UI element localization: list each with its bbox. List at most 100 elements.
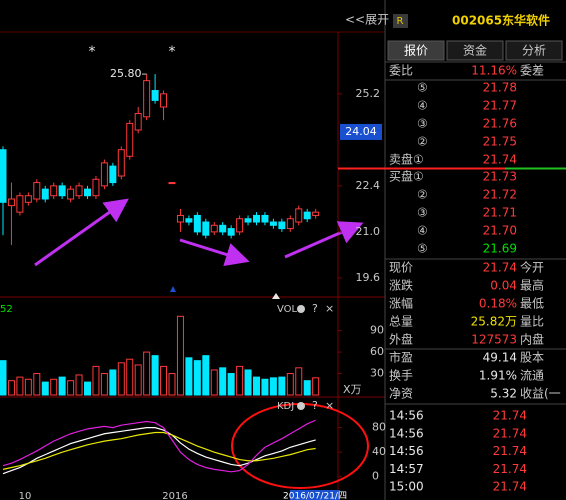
volume-bar (0, 360, 7, 396)
volume-bar (16, 376, 24, 396)
row-label: 净资 (389, 387, 413, 401)
tab-bg[interactable] (446, 40, 504, 61)
volume-bar (151, 355, 159, 396)
volume-bar (202, 355, 210, 396)
row-value: 127573 (471, 333, 517, 347)
volume-bar (67, 380, 75, 396)
row-value: 5.32 (490, 387, 517, 401)
tool-icon[interactable]: ? (312, 399, 318, 412)
candle-body (210, 224, 218, 233)
kdj-line (2, 427, 316, 475)
candle-body (7, 198, 15, 207)
volume-bar (253, 376, 260, 396)
tab-bg[interactable] (387, 40, 445, 61)
row-value: 11.16% (471, 64, 517, 78)
trade-price: 21.74 (493, 462, 527, 476)
arrow (34, 198, 129, 267)
badge-bg (393, 14, 408, 28)
row-label: 委比 (389, 64, 413, 78)
trade-price: 21.74 (493, 409, 527, 423)
x-label: 10 (19, 491, 32, 500)
row-value: 21.75 (483, 135, 517, 149)
trade-time: 14:56 (389, 426, 424, 440)
row-value: 21.76 (483, 117, 517, 131)
x-label: 2016 (162, 491, 187, 500)
row-value: 21.74 (483, 261, 517, 275)
candle-body (151, 90, 159, 101)
trade-time: 14:56 (389, 444, 424, 458)
row-label: 内盘 (520, 332, 544, 347)
date-label: 2016/07/21/四 (283, 492, 347, 500)
candle-body (126, 122, 134, 157)
row-label: 涨幅 (389, 296, 413, 311)
tool-icon[interactable]: × (325, 399, 334, 412)
stock-code: 002065 (452, 14, 502, 28)
volume-bar (134, 364, 142, 396)
trade-time: 15:00 (389, 480, 424, 494)
arrow (284, 221, 364, 259)
kdj-line (2, 419, 316, 473)
candle-body (50, 185, 58, 197)
candle-body (143, 80, 151, 118)
price-tag: 24.04 (345, 125, 377, 138)
trade-price: 21.74 (493, 426, 527, 440)
tab-bg[interactable] (505, 40, 563, 61)
y-tick-label: 80 (372, 421, 386, 434)
candle-body (295, 208, 303, 223)
volume-bar (227, 373, 235, 396)
settings-icon[interactable] (297, 305, 305, 313)
volume-bar (50, 378, 58, 396)
volume-bar (312, 377, 320, 396)
volume-bar (210, 369, 218, 396)
volume-bar (185, 357, 193, 396)
candle-body (261, 214, 269, 223)
y-tick-label: 90 (370, 324, 384, 337)
y-tick-label: 60 (370, 345, 384, 358)
row-value: 21.73 (483, 170, 517, 184)
row-value: 25.82万 (471, 315, 517, 329)
candle-body (92, 178, 100, 197)
vol-unit: X万 (343, 383, 362, 396)
volume-bar (168, 373, 176, 396)
tab[interactable]: 报价 (404, 43, 428, 58)
volume-bar (100, 373, 108, 396)
candle-body (33, 182, 41, 200)
row-label: 流通 (520, 369, 544, 383)
volume-bar (236, 365, 244, 396)
row-value: 49.14 (483, 351, 517, 365)
cursor-marker (170, 286, 176, 292)
candle-body (109, 165, 117, 184)
tab[interactable]: 资金 (463, 43, 487, 58)
row-label: ③ (417, 117, 428, 131)
row-value: 21.78 (483, 81, 517, 95)
row-label: 量比 (520, 315, 544, 329)
candle-body (219, 224, 227, 233)
volume-bar (193, 360, 201, 396)
tool-icon[interactable]: ? (312, 302, 318, 315)
peak-label: 25.80 (110, 67, 142, 80)
candle-body (253, 214, 260, 223)
row-label: 市盈 (389, 350, 413, 365)
tool-icon[interactable]: × (325, 302, 334, 315)
volume-bar (41, 381, 49, 396)
row-label: 最高 (520, 278, 544, 293)
tab[interactable]: 分析 (522, 44, 546, 58)
row-label: 卖盘① (389, 152, 424, 167)
volume-bar (84, 381, 91, 396)
y-tick-label: 30 (370, 367, 384, 380)
settings-icon[interactable] (297, 402, 305, 410)
volume-bar (126, 358, 134, 396)
row-label: ⑤ (417, 242, 428, 256)
candle-body (58, 185, 66, 197)
volume-bar (261, 378, 269, 396)
row-label: 总量 (389, 315, 413, 329)
row-label: 现价 (389, 261, 413, 275)
expand-button[interactable]: <<展开 (345, 13, 389, 27)
candle-body (100, 162, 108, 187)
candle-body (117, 149, 125, 177)
row-label: ④ (417, 224, 428, 238)
y-tick-label: 19.6 (356, 271, 381, 284)
row-label: 收益(一 (520, 387, 561, 401)
